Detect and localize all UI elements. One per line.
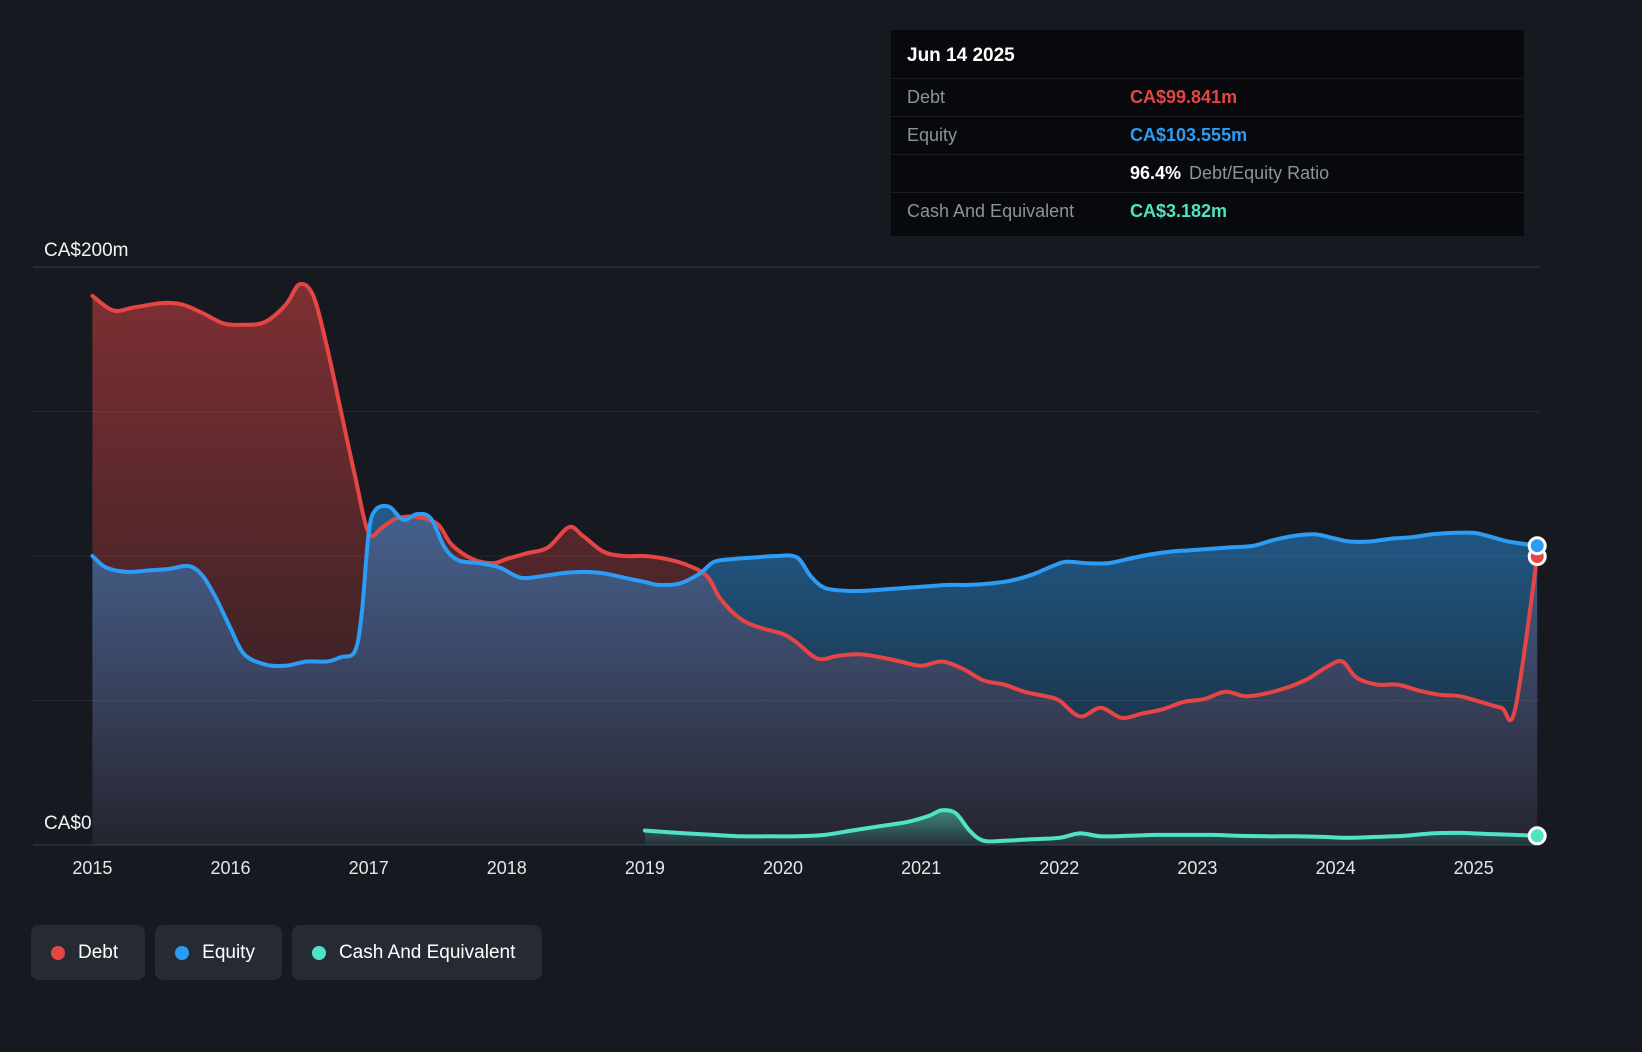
legend-item-cash[interactable]: Cash And Equivalent [291, 925, 543, 980]
tooltip-ratio-label: Debt/Equity Ratio [1189, 163, 1330, 183]
tooltip-cash-value: CA$3.182m [1130, 201, 1228, 221]
debt-dot-icon [51, 945, 65, 960]
x-tick-2024: 2024 [1315, 858, 1356, 878]
x-tick-2020: 2020 [762, 858, 804, 878]
x-tick-2017: 2017 [348, 858, 389, 878]
x-tick-2019: 2019 [624, 858, 665, 878]
legend-cash-label: Cash And Equivalent [338, 941, 516, 963]
tooltip-row-equity: Equity CA$103.555m [891, 116, 1524, 154]
tooltip-row-cash: Cash And Equivalent CA$3.182m [891, 192, 1524, 230]
tooltip-equity-label: Equity [907, 125, 958, 145]
chart-tooltip: Jun 14 2025 Debt CA$99.841m Equity CA$10… [891, 30, 1524, 236]
tooltip-row-debt: Debt CA$99.841m [891, 78, 1524, 116]
x-tick-2021: 2021 [901, 858, 942, 878]
x-tick-2023: 2023 [1177, 858, 1218, 878]
tooltip-debt-value: CA$99.841m [1130, 87, 1238, 107]
legend-item-debt[interactable]: Debt [31, 925, 146, 980]
equity-dot-icon [175, 945, 190, 960]
legend-item-equity[interactable]: Equity [155, 925, 282, 980]
x-tick-2015: 2015 [72, 858, 113, 878]
y-axis-label-top: CA$200m [44, 240, 129, 261]
x-tick-2025: 2025 [1453, 858, 1494, 878]
tooltip-debt-label: Debt [907, 87, 946, 107]
tooltip-date: Jun 14 2025 [907, 45, 1015, 66]
tooltip-row-ratio: 96.4% Debt/Equity Ratio [891, 154, 1524, 192]
tooltip-ratio: 96.4% Debt/Equity Ratio [1130, 163, 1329, 184]
tooltip-ratio-value: 96.4% [1130, 163, 1182, 183]
x-tick-2018: 2018 [486, 858, 527, 878]
tooltip-cash-label: Cash And Equivalent [907, 201, 1075, 221]
tooltip-equity-value: CA$103.555m [1130, 125, 1248, 145]
chart-legend: Debt Equity Cash And Equivalent [31, 925, 543, 980]
x-axis: 2015 2016 2017 2018 2019 2020 2021 2022 2023 2024… [0, 858, 1642, 888]
x-tick-2022: 2022 [1039, 858, 1080, 878]
legend-debt-label: Debt [78, 941, 119, 963]
x-tick-2016: 2016 [210, 858, 251, 878]
legend-equity-label: Equity [202, 941, 255, 963]
cash-dot-icon [311, 945, 326, 960]
y-axis-label-bottom: CA$0 [44, 813, 92, 834]
